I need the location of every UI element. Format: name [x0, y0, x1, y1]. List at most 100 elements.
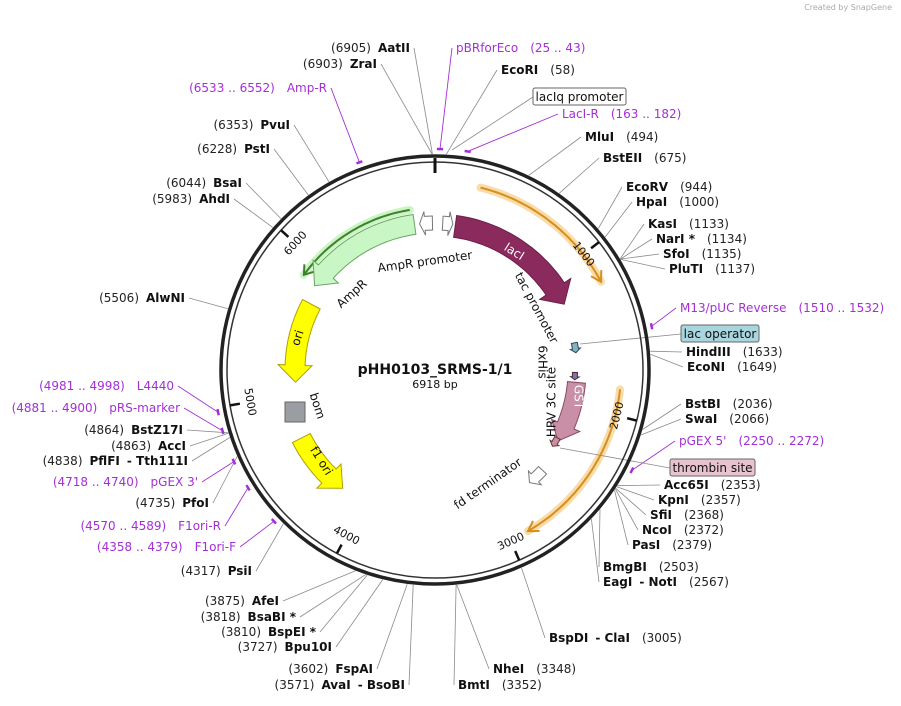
enzyme-name: NcoI — [642, 523, 672, 537]
enzyme-site: (944) — [680, 180, 712, 194]
enzyme-leader — [186, 429, 229, 434]
enzyme-leader — [521, 567, 546, 639]
enzyme-site: (58) — [550, 63, 575, 77]
enzyme-name: AatII — [378, 41, 410, 55]
feature-head — [590, 270, 603, 284]
enzyme-leader — [650, 353, 684, 368]
enzyme-site: (3810) — [221, 625, 261, 639]
feature-head — [302, 264, 315, 277]
feature-arrow — [453, 214, 572, 305]
enzyme-name: EcoRI — [501, 63, 538, 77]
enzyme-site: (1137) — [715, 262, 755, 276]
enzyme-leader — [619, 223, 645, 260]
enzyme-label: SfiI (2368) — [650, 508, 724, 522]
enzyme-name: FspAI — [335, 662, 373, 676]
enzyme-site: (494) — [626, 130, 658, 144]
enzyme-site: (2368) — [684, 508, 724, 522]
ring-tick — [590, 241, 600, 250]
enzyme-leader — [640, 418, 682, 436]
enzyme-label: PluTI (1137) — [669, 262, 755, 276]
plasmid-size: 6918 bp — [412, 378, 457, 391]
enzyme-site: (2357) — [701, 493, 741, 507]
enzyme-leader — [376, 584, 408, 670]
enzyme-leader — [620, 259, 666, 270]
feature-label: GST — [572, 385, 586, 410]
backbone-outer — [219, 154, 651, 586]
enzyme-name: MluI — [585, 130, 614, 144]
enzyme-name: AhdI — [199, 192, 230, 206]
enzyme-leader — [604, 201, 633, 238]
primer-name: pGEX 3' — [151, 475, 198, 489]
primer-mark — [270, 518, 277, 525]
primer-label: M13/pUC Reverse (1510 .. 1532) — [680, 301, 884, 315]
enzyme-label: EcoRV (944) — [626, 180, 712, 194]
enzyme-site: (3005) — [642, 631, 682, 645]
enzyme-site: (6903) — [303, 57, 343, 71]
enzyme-name: AccI — [158, 439, 186, 453]
enzyme-name: PstI — [244, 142, 270, 156]
primer-range: (4981 .. 4998) — [39, 379, 125, 393]
ring-tick-label: 5000 — [241, 387, 259, 417]
primer-name: M13/pUC Reverse — [680, 301, 787, 315]
enzyme-label: EcoNI (1649) — [687, 360, 777, 374]
enzyme-leader — [191, 437, 231, 462]
enzyme-label: KpnI (2357) — [658, 493, 741, 507]
enzyme-leader — [293, 124, 330, 183]
enzyme-leader — [616, 486, 655, 501]
enzyme-label: (3602) FspAI — [288, 662, 373, 676]
enzyme-label: NcoI (2372) — [642, 523, 724, 537]
primer-leader — [224, 487, 249, 527]
primer-label: (4718 .. 4740) pGEX 3' — [53, 475, 198, 489]
enzyme-name: BmgBI — [603, 560, 647, 574]
primer-range: (4570 .. 4589) — [80, 519, 166, 533]
ring-tick — [280, 229, 290, 238]
enzyme-name: HpaI — [636, 195, 667, 209]
primer-mark — [464, 149, 471, 154]
enzyme-leader — [188, 297, 229, 310]
primer-range: (6533 .. 6552) — [189, 81, 275, 95]
enzyme-name: BstEII — [603, 151, 642, 165]
enzyme-site: (6228) — [197, 142, 237, 156]
enzyme-site: (3727) — [238, 640, 278, 654]
feature-box-label: thrombin site — [672, 461, 752, 475]
primer-range: (4881 .. 4900) — [12, 401, 98, 415]
primer-leader — [467, 113, 559, 152]
feature-leader — [451, 96, 534, 151]
primer-mark — [629, 467, 635, 474]
enzyme-name: - NotI — [639, 575, 677, 589]
enzyme-label: (4317) PsiI — [181, 564, 252, 578]
primer-name: Amp-R — [287, 81, 327, 95]
enzyme-label: BmgBI (2503) — [603, 560, 699, 574]
enzyme-label: NarI * (1134) — [656, 232, 747, 246]
primer-mark — [220, 427, 225, 435]
enzyme-label: BstBI (2036) — [685, 397, 773, 411]
primer-range: (4358 .. 4379) — [97, 540, 183, 554]
enzyme-name: BspDI — [549, 631, 588, 645]
primer-range: (2250 .. 2272) — [738, 434, 824, 448]
enzyme-label: (3727) Bpu10I — [238, 640, 332, 654]
enzyme-label: (3875) AfeI — [205, 594, 279, 608]
enzyme-label: EagI - NotI (2567) — [603, 575, 729, 589]
enzyme-label: (6905) AatII — [331, 41, 410, 55]
enzyme-name: - BsoBI — [358, 678, 405, 692]
enzyme-name: AfeI — [252, 594, 279, 608]
feature-arrow — [441, 211, 454, 236]
primer-mark — [649, 323, 654, 330]
primer-label: pGEX 5' (2250 .. 2272) — [679, 434, 824, 448]
primer-leader — [183, 407, 223, 432]
enzyme-name: PluTI — [669, 262, 703, 276]
feature-box-label: lacIq promoter — [536, 90, 624, 104]
enzyme-site: (1000) — [679, 195, 719, 209]
enzyme-label: (5983) AhdI — [152, 192, 230, 206]
primer-name: F1ori-F — [195, 540, 236, 554]
enzyme-site: (5983) — [152, 192, 192, 206]
enzyme-leader — [614, 488, 639, 531]
enzyme-site: (4735) — [135, 496, 175, 510]
enzyme-label: SfoI (1135) — [663, 247, 741, 261]
enzyme-name: EcoRV — [626, 180, 669, 194]
enzyme-leader — [591, 518, 600, 583]
primer-name: F1ori-R — [178, 519, 221, 533]
ring-tick-label: 4000 — [331, 523, 362, 548]
enzyme-leader — [233, 198, 273, 228]
